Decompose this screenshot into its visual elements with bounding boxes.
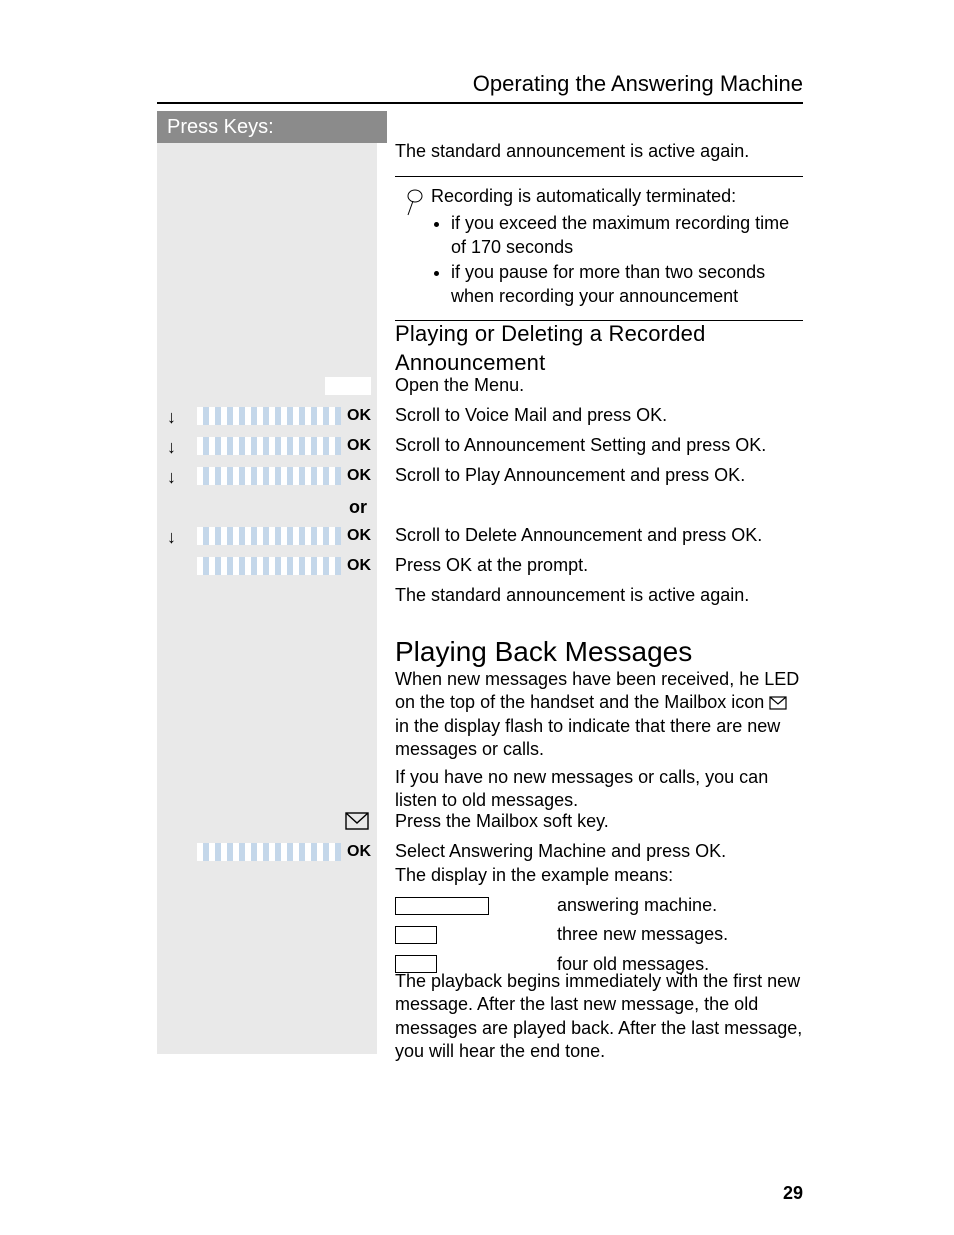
key-strip	[197, 437, 341, 455]
down-arrow-icon: ↓	[167, 406, 176, 429]
down-arrow-icon: ↓	[167, 436, 176, 459]
heading-playing-back: Playing Back Messages	[395, 634, 803, 670]
display-label: answering machine.	[507, 894, 717, 917]
display-row: three new messages.	[395, 923, 803, 946]
step-text: Scroll to Announcement Setting and press…	[395, 434, 803, 457]
key-strip	[197, 557, 341, 575]
mailbox-icon	[345, 812, 369, 832]
step-text: Scroll to Play Announcement and press OK…	[395, 464, 803, 487]
step-text: Press OK at the prompt.	[395, 554, 803, 577]
key-row: ↓ OK	[157, 434, 377, 460]
or-row: or	[157, 494, 377, 520]
step-text: The display in the example means:	[395, 864, 803, 887]
down-arrow-icon: ↓	[167, 466, 176, 489]
pushpin-icon	[395, 185, 431, 310]
sidebar-header: Press Keys:	[157, 111, 387, 143]
body-paragraph: If you have no new messages or calls, yo…	[395, 766, 803, 813]
display-example: answering machine. three new messages. f…	[395, 894, 803, 982]
ok-label: OK	[347, 556, 371, 577]
key-row: ↓ OK	[157, 404, 377, 430]
or-label: or	[349, 496, 367, 519]
key-strip	[197, 527, 341, 545]
key-row: OK	[157, 554, 377, 580]
down-arrow-icon: ↓	[167, 526, 176, 549]
display-row: answering machine.	[395, 894, 803, 917]
step-text: Open the Menu.	[395, 374, 803, 397]
menu-display-box	[325, 377, 371, 395]
header-rule	[157, 102, 803, 104]
sidebar-fill	[157, 143, 377, 374]
ok-label: OK	[347, 466, 371, 487]
step-text: Scroll to Delete Announcement and press …	[395, 524, 803, 547]
display-label: three new messages.	[455, 923, 728, 946]
note-box: Recording is automatically terminated: i…	[395, 176, 803, 321]
ok-label: OK	[347, 842, 371, 863]
page-header-title: Operating the Answering Machine	[473, 70, 803, 99]
display-box	[395, 926, 437, 944]
key-strip	[197, 843, 341, 861]
mailbox-icon	[769, 696, 787, 710]
key-strip	[197, 467, 341, 485]
step-text: Press the Mailbox soft key.	[395, 810, 803, 833]
ok-label: OK	[347, 436, 371, 457]
display-box	[395, 897, 489, 915]
mailbox-key-row	[157, 808, 377, 836]
step-text: The standard announcement is active agai…	[395, 584, 803, 607]
note-bullet: if you exceed the maximum recording time…	[451, 212, 803, 259]
key-row: ↓ OK	[157, 524, 377, 550]
step-text: Select Answering Machine and press OK.	[395, 840, 803, 863]
body-paragraph: The playback begins immediately with the…	[395, 970, 803, 1064]
subheading-playing-deleting: Playing or Deleting a Recorded Announcem…	[395, 320, 803, 377]
note-bullet: if you pause for more than two seconds w…	[451, 261, 803, 308]
body-paragraph: When new messages have been received, he…	[395, 668, 803, 762]
key-row: ↓ OK	[157, 464, 377, 490]
intro-text: The standard announcement is active agai…	[395, 140, 803, 163]
key-row: OK	[157, 840, 377, 866]
page-number: 29	[783, 1182, 803, 1205]
ok-label: OK	[347, 406, 371, 427]
ok-label: OK	[347, 526, 371, 547]
note-lead: Recording is automatically terminated:	[431, 185, 803, 208]
key-strip	[197, 407, 341, 425]
step-text: Scroll to Voice Mail and press OK.	[395, 404, 803, 427]
